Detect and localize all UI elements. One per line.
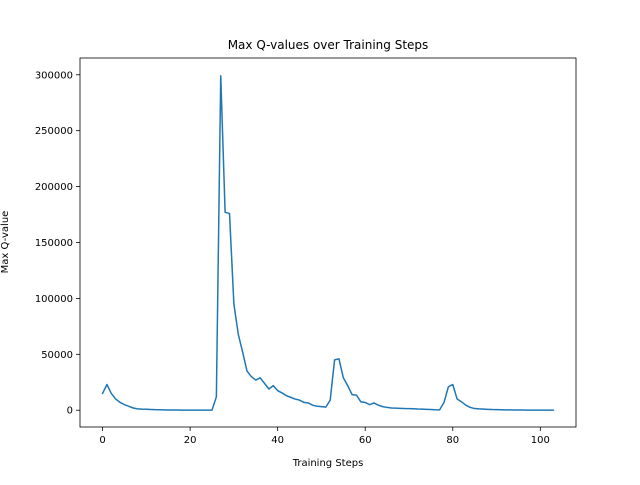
y-tick-label: 300000 xyxy=(35,70,73,81)
x-tick-label: 20 xyxy=(184,435,197,446)
y-tick-label: 50000 xyxy=(41,350,73,361)
y-tick-label: 100000 xyxy=(35,294,73,305)
x-tick-label: 80 xyxy=(446,435,459,446)
y-tick-label: 0 xyxy=(67,406,73,417)
y-tick-label: 150000 xyxy=(35,238,73,249)
x-tick-label: 40 xyxy=(271,435,284,446)
x-axis-ticks: 0 20 40 60 80 100 xyxy=(99,427,550,446)
x-tick-label: 0 xyxy=(99,435,105,446)
x-axis-label: Training Steps xyxy=(292,458,364,469)
y-axis-ticks: 0 50000 100000 150000 200000 250000 300000 xyxy=(35,70,80,417)
y-tick-label: 250000 xyxy=(35,126,73,137)
x-tick-label: 60 xyxy=(359,435,372,446)
y-tick-label: 200000 xyxy=(35,182,73,193)
y-axis-label: Max Q-value xyxy=(0,211,11,274)
x-tick-label: 100 xyxy=(531,435,550,446)
chart-title: Max Q-values over Training Steps xyxy=(228,38,429,52)
series-line xyxy=(101,75,555,411)
plot-frame xyxy=(79,57,577,428)
